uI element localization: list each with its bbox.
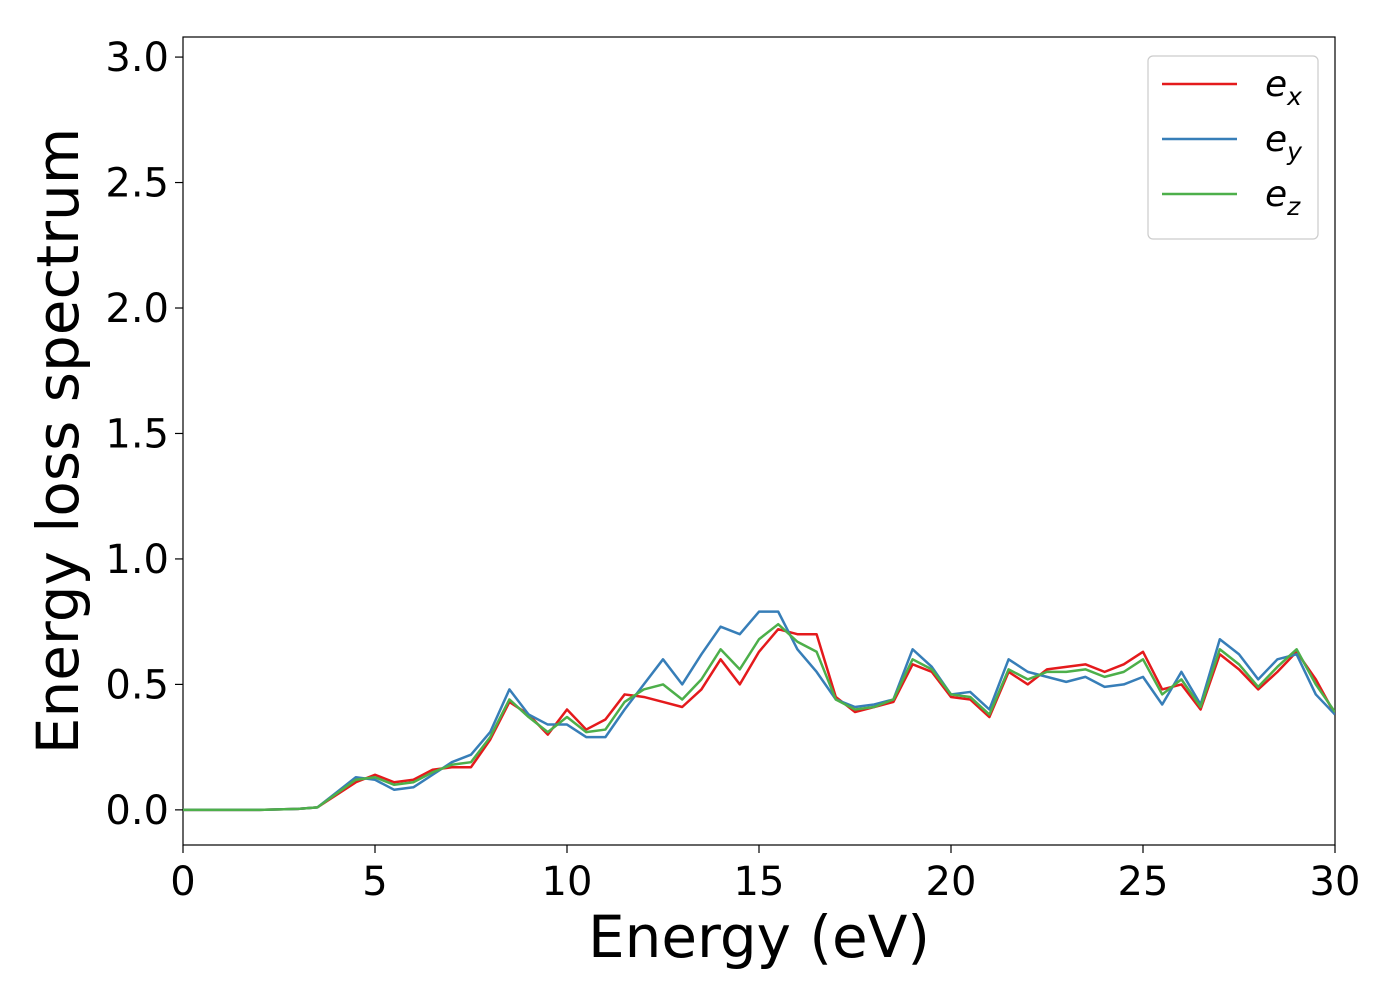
x-tick-label: 15: [734, 859, 785, 905]
y-tick-label: 1.5: [105, 411, 169, 457]
legend-label: ez: [1265, 174, 1301, 221]
x-tick-label: 10: [542, 859, 593, 905]
x-tick-label: 30: [1310, 859, 1361, 905]
x-tick-label: 0: [170, 859, 195, 905]
legend-label-base: e: [1265, 119, 1287, 160]
x-axis-label: Energy (eV): [588, 903, 930, 971]
x-tick-label: 25: [1118, 859, 1169, 905]
legend-label: ey: [1265, 119, 1303, 166]
legend-label-base: e: [1265, 64, 1287, 105]
legend-label: ex: [1265, 64, 1302, 111]
y-tick-label: 2.0: [105, 286, 169, 332]
legend-label-base: e: [1265, 174, 1287, 215]
x-tick-label: 5: [362, 859, 387, 905]
x-tick-label: 20: [926, 859, 977, 905]
y-axis-label: Energy loss spectrum: [24, 128, 92, 754]
series-line: [183, 627, 1335, 812]
y-tick-label: 0.5: [105, 662, 169, 708]
legend-label-sub: x: [1286, 82, 1302, 111]
y-tick-label: 2.5: [105, 161, 169, 207]
legend-label-sub: y: [1286, 137, 1303, 166]
series-line: [183, 622, 1335, 812]
y-tick-label: 3.0: [105, 35, 169, 81]
y-tick-label: 0.0: [105, 788, 169, 834]
series-line: [183, 610, 1335, 812]
y-tick-label: 1.0: [105, 537, 169, 583]
legend-label-sub: z: [1286, 192, 1301, 221]
